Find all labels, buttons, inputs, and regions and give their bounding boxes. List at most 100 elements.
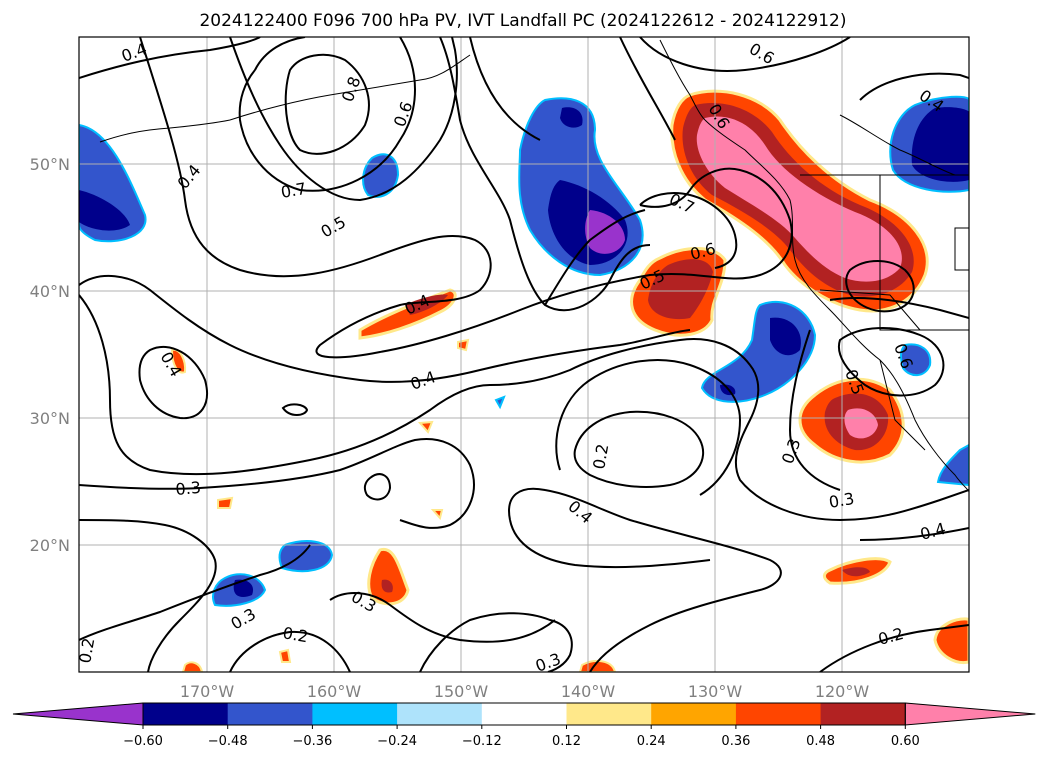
shade-pos-dot-4 [430, 509, 444, 521]
map-frame [78, 36, 970, 673]
shade-pos-socal-pink [844, 408, 878, 439]
shade-pos-west-small [170, 348, 187, 374]
colorbar-swatches [12, 702, 1036, 726]
longitude-labels: 170°W 160°W 150°W 140°W 130°W 120°W [180, 682, 870, 701]
shade-pos-dot-2 [417, 420, 434, 434]
pv-contour [837, 327, 945, 397]
shade-pos-band-red [405, 294, 448, 315]
ivt-shading-layer [79, 89, 969, 672]
pv-contour [573, 410, 705, 488]
pv-contour [639, 192, 738, 269]
colorbar-ticks: −0.60 −0.48 −0.36 −0.24 −0.12 0.12 0.24 0.36 0.4… [123, 725, 920, 749]
shade-pos-dot-3 [217, 496, 234, 509]
shade-neg-southwest-core [233, 579, 254, 598]
pv-contour [138, 345, 208, 420]
shade-neg-south-center [278, 540, 334, 573]
pv-contour [79, 274, 691, 383]
contour-label: 0.7 [279, 179, 307, 202]
pv-contour [363, 473, 392, 501]
colorbar-swatch [651, 703, 737, 725]
colorbar-tick-label: 0.60 [891, 734, 920, 749]
colorbar-tick-label: 0.24 [637, 734, 666, 749]
pv-contour [79, 544, 311, 641]
lon-label: 140°W [561, 682, 616, 701]
lat-label: 30°N [30, 409, 70, 428]
colorbar-swatch [397, 703, 483, 725]
pv-contour [829, 297, 969, 319]
colorbar-tick-label: 0.12 [552, 734, 581, 749]
colorbar-swatch [312, 703, 398, 725]
pv-contour [79, 519, 217, 672]
colorbar-extension-low [12, 702, 144, 726]
contour-label: 0.3 [827, 489, 855, 512]
lon-label: 150°W [434, 682, 489, 701]
colorbar-swatch [481, 703, 567, 725]
pv-contour [508, 487, 782, 672]
contour-label: 0.3 [175, 478, 202, 499]
pv-contour [139, 37, 793, 359]
pv-contour [79, 37, 261, 79]
pv-contours [79, 37, 969, 672]
lon-label: 120°W [815, 682, 870, 701]
shade-neg-baja-small [899, 343, 932, 377]
colorbar-swatch [735, 703, 822, 725]
shade-neg-tiny [494, 395, 506, 410]
shade-neg-central-max [585, 210, 625, 254]
pv-contour [639, 37, 851, 72]
shade-pos-dot-1 [457, 338, 470, 352]
shade-neg-west-edge-core [79, 190, 130, 231]
graticule [79, 37, 969, 672]
colorbar: −0.60 −0.48 −0.36 −0.24 −0.12 0.12 0.24 0.36 0.4… [12, 702, 1036, 749]
shade-pos-southeast-corner [933, 617, 969, 665]
pv-contour [284, 53, 370, 155]
shade-neg-coast-core [770, 317, 801, 356]
shade-pos-bottom-2 [578, 659, 617, 672]
pv-contour [79, 438, 475, 529]
colorbar-swatch [566, 703, 652, 725]
lat-label: 50°N [30, 155, 70, 174]
colorbar-tick-label: 0.48 [806, 734, 835, 749]
pv-contour [229, 630, 351, 672]
pv-contour [281, 403, 309, 416]
pv-contour [229, 37, 458, 202]
colorbar-swatch [227, 703, 313, 725]
shade-pos-south-east-red [842, 567, 870, 577]
pv-contour [788, 329, 841, 491]
colorbar-swatch [820, 703, 906, 725]
shade-neg-northeast-core [911, 107, 969, 182]
latitude-labels: 50°N 40°N 30°N 20°N [30, 155, 70, 555]
colorbar-tick-label: −0.12 [462, 734, 502, 749]
contour-label: 0.2 [75, 636, 98, 664]
pv-contour [859, 72, 969, 101]
colorbar-tick-label: −0.36 [292, 734, 332, 749]
pv-contour [439, 37, 651, 312]
pv-contour [329, 592, 556, 643]
colorbar-swatch [143, 703, 229, 725]
lat-label: 20°N [30, 536, 70, 555]
shade-pos-bottom-1 [181, 661, 204, 672]
pv-contour [419, 612, 573, 672]
contour-label: 0.2 [589, 442, 612, 470]
pv-contour [509, 519, 711, 569]
colorbar-tick-label: −0.48 [208, 734, 248, 749]
pv-contour [845, 260, 915, 313]
shade-pos-hawaii-red [381, 579, 393, 593]
colorbar-tick-label: 0.36 [721, 734, 750, 749]
shade-pos-dot-5 [278, 648, 292, 663]
colorbar-extension-high [904, 702, 1036, 726]
shade-neg-mexico [936, 443, 969, 487]
figure-title: 2024122400 F096 700 hPa PV, IVT Landfall… [199, 11, 846, 31]
lon-label: 160°W [307, 682, 362, 701]
shade-neg-central-north [560, 107, 583, 128]
pv-contour [819, 624, 969, 672]
shade-pos-hawaii [367, 547, 410, 606]
pv-contour [555, 359, 742, 496]
pv-contour [859, 527, 969, 541]
coastlines [99, 39, 969, 493]
colorbar-tick-label: −0.24 [377, 734, 417, 749]
pv-contour [79, 294, 969, 522]
shade-pos-pnw-pink [696, 116, 902, 282]
map-panel: 0.4 0.6 0.8 0.6 0.7 0.4 0.5 0.7 0.6 0.5 … [75, 36, 970, 676]
pv-contour [544, 209, 646, 306]
